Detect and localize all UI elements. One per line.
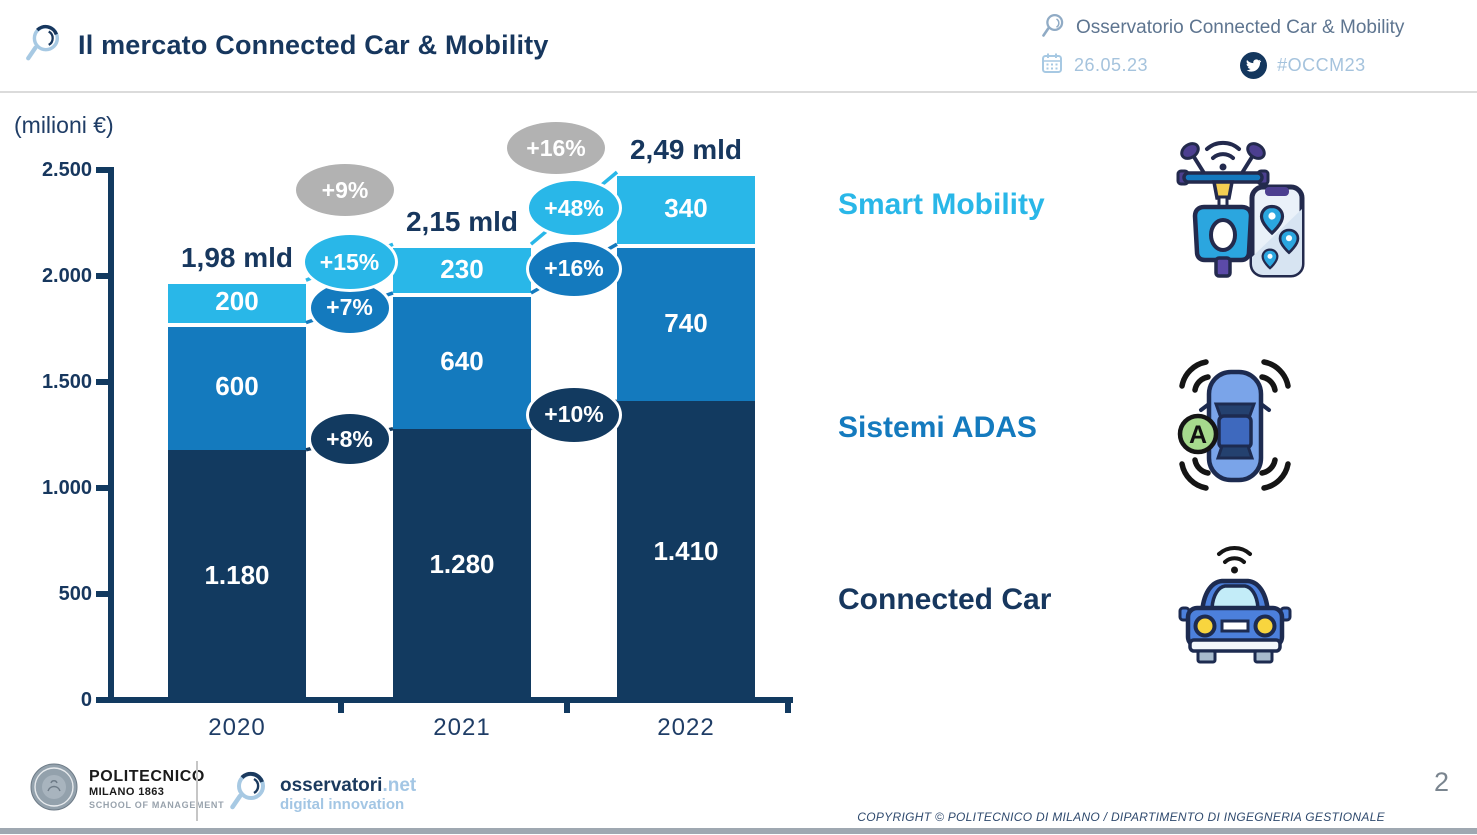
x-axis-tick xyxy=(785,703,791,713)
politecnico-seal-icon xyxy=(30,763,78,816)
osservatori-brand: osservatori xyxy=(280,774,383,796)
bottom-bar xyxy=(0,828,1477,834)
y-tick-label: 500 xyxy=(58,583,92,605)
magnifier-icon xyxy=(1040,12,1066,44)
page-title: Il mercato Connected Car & Mobility xyxy=(78,30,549,60)
magnifier-icon xyxy=(226,767,270,820)
bar-value-label: 340 xyxy=(664,193,708,224)
growth-bubble: +16% xyxy=(526,238,622,299)
date-label: 26.05.23 xyxy=(1074,54,1149,75)
slide-footer: POLITECNICO MILANO 1863 SCHOOL OF MANAGE… xyxy=(0,755,1477,835)
bar-segment-connected-car xyxy=(168,449,306,700)
bar-value-label: 230 xyxy=(440,253,484,284)
bar-segment-smart-mobility xyxy=(393,244,531,293)
twitter-icon xyxy=(1240,51,1268,79)
copyright-text: COPYRIGHT © POLITECNICO DI MILANO / DIPA… xyxy=(857,810,1385,824)
politecnico-school: SCHOOL OF MANAGEMENT xyxy=(89,800,225,810)
bar-segment-connected-car xyxy=(617,401,755,700)
scooter-phone-icon xyxy=(1160,125,1310,285)
calendar-icon xyxy=(1040,51,1064,80)
bar-total-label: 2,49 mld xyxy=(629,134,743,166)
footer-divider xyxy=(196,761,198,821)
legend-item-sistemi-adas: Sistemi ADAS A xyxy=(838,350,1310,505)
bar-value-label: 200 xyxy=(215,286,259,317)
legend-label: Connected Car xyxy=(838,583,1052,616)
x-axis-tick xyxy=(338,703,344,713)
hashtag-label: #OCCM23 xyxy=(1277,54,1366,75)
x-tick-label: 2020 xyxy=(208,714,266,741)
y-axis-tick xyxy=(96,485,108,491)
bar-value-label: 1.280 xyxy=(429,549,495,580)
bar-segment-sistemi-adas xyxy=(393,292,531,429)
total-growth-bubble: +9% xyxy=(296,164,394,216)
total-growth-bubble: +16% xyxy=(507,122,605,174)
bar-segment-smart-mobility xyxy=(168,280,306,323)
x-tick-label: 2022 xyxy=(657,714,715,741)
growth-bubble: +8% xyxy=(307,411,392,468)
bar-value-label: 1.410 xyxy=(653,535,719,566)
adas-car-icon: A xyxy=(1160,350,1310,505)
bar-segment-sistemi-adas xyxy=(617,244,755,402)
y-tick-label: 1.500 xyxy=(41,371,92,393)
osservatori-tld: .net xyxy=(382,774,417,796)
legend-item-connected-car: Connected Car xyxy=(838,530,1310,670)
bar-total-label: 1,98 mld xyxy=(180,242,294,274)
y-tick-label: 1.000 xyxy=(41,477,92,499)
politecnico-logo: POLITECNICO MILANO 1863 SCHOOL OF MANAGE… xyxy=(30,763,224,816)
bar-segment-smart-mobility xyxy=(617,172,755,245)
osservatori-subtitle: digital innovation xyxy=(280,795,405,813)
magnifier-icon xyxy=(22,20,64,71)
growth-bubble: +10% xyxy=(526,384,622,445)
growth-bubble: +15% xyxy=(301,232,398,293)
y-axis-tick xyxy=(96,167,108,173)
y-tick-label: 0 xyxy=(80,689,92,711)
y-axis-tick xyxy=(96,379,108,385)
bar-value-label: 600 xyxy=(215,371,259,402)
politecnico-city: MILANO 1863 xyxy=(89,786,165,798)
x-tick-label: 2021 xyxy=(433,714,491,741)
slide-header: Il mercato Connected Car & Mobility Osse… xyxy=(0,0,1477,93)
connected-car-icon xyxy=(1160,528,1310,673)
bar-value-label: 740 xyxy=(664,307,708,338)
observatory-label: Osservatorio Connected Car & Mobility xyxy=(1076,16,1405,38)
osservatori-logo: osservatori.net digital innovation xyxy=(226,767,416,820)
y-axis-tick xyxy=(96,273,108,279)
y-tick-label: 2.500 xyxy=(41,159,92,181)
politecnico-name: POLITECNICO xyxy=(89,768,205,785)
unit-label: (milioni €) xyxy=(14,112,114,138)
svg-text:A: A xyxy=(1189,421,1207,449)
y-axis xyxy=(108,167,114,703)
bar-value-label: 640 xyxy=(440,345,484,376)
y-axis-tick xyxy=(96,697,108,703)
x-axis-tick xyxy=(564,703,570,713)
legend-label: Sistemi ADAS xyxy=(838,410,1037,444)
legend-label: Smart Mobility xyxy=(838,188,1045,221)
growth-bubble: +48% xyxy=(526,178,622,239)
bar-total-label: 2,15 mld xyxy=(405,206,519,238)
legend-item-smart-mobility: Smart Mobility xyxy=(838,125,1310,285)
bar-value-label: 1.180 xyxy=(204,559,270,590)
bar-segment-connected-car xyxy=(393,428,531,700)
y-tick-label: 2.000 xyxy=(41,265,92,287)
y-axis-tick xyxy=(96,591,108,597)
page-number: 2 xyxy=(1433,767,1449,797)
x-axis xyxy=(108,697,793,703)
bar-segment-sistemi-adas xyxy=(168,322,306,450)
